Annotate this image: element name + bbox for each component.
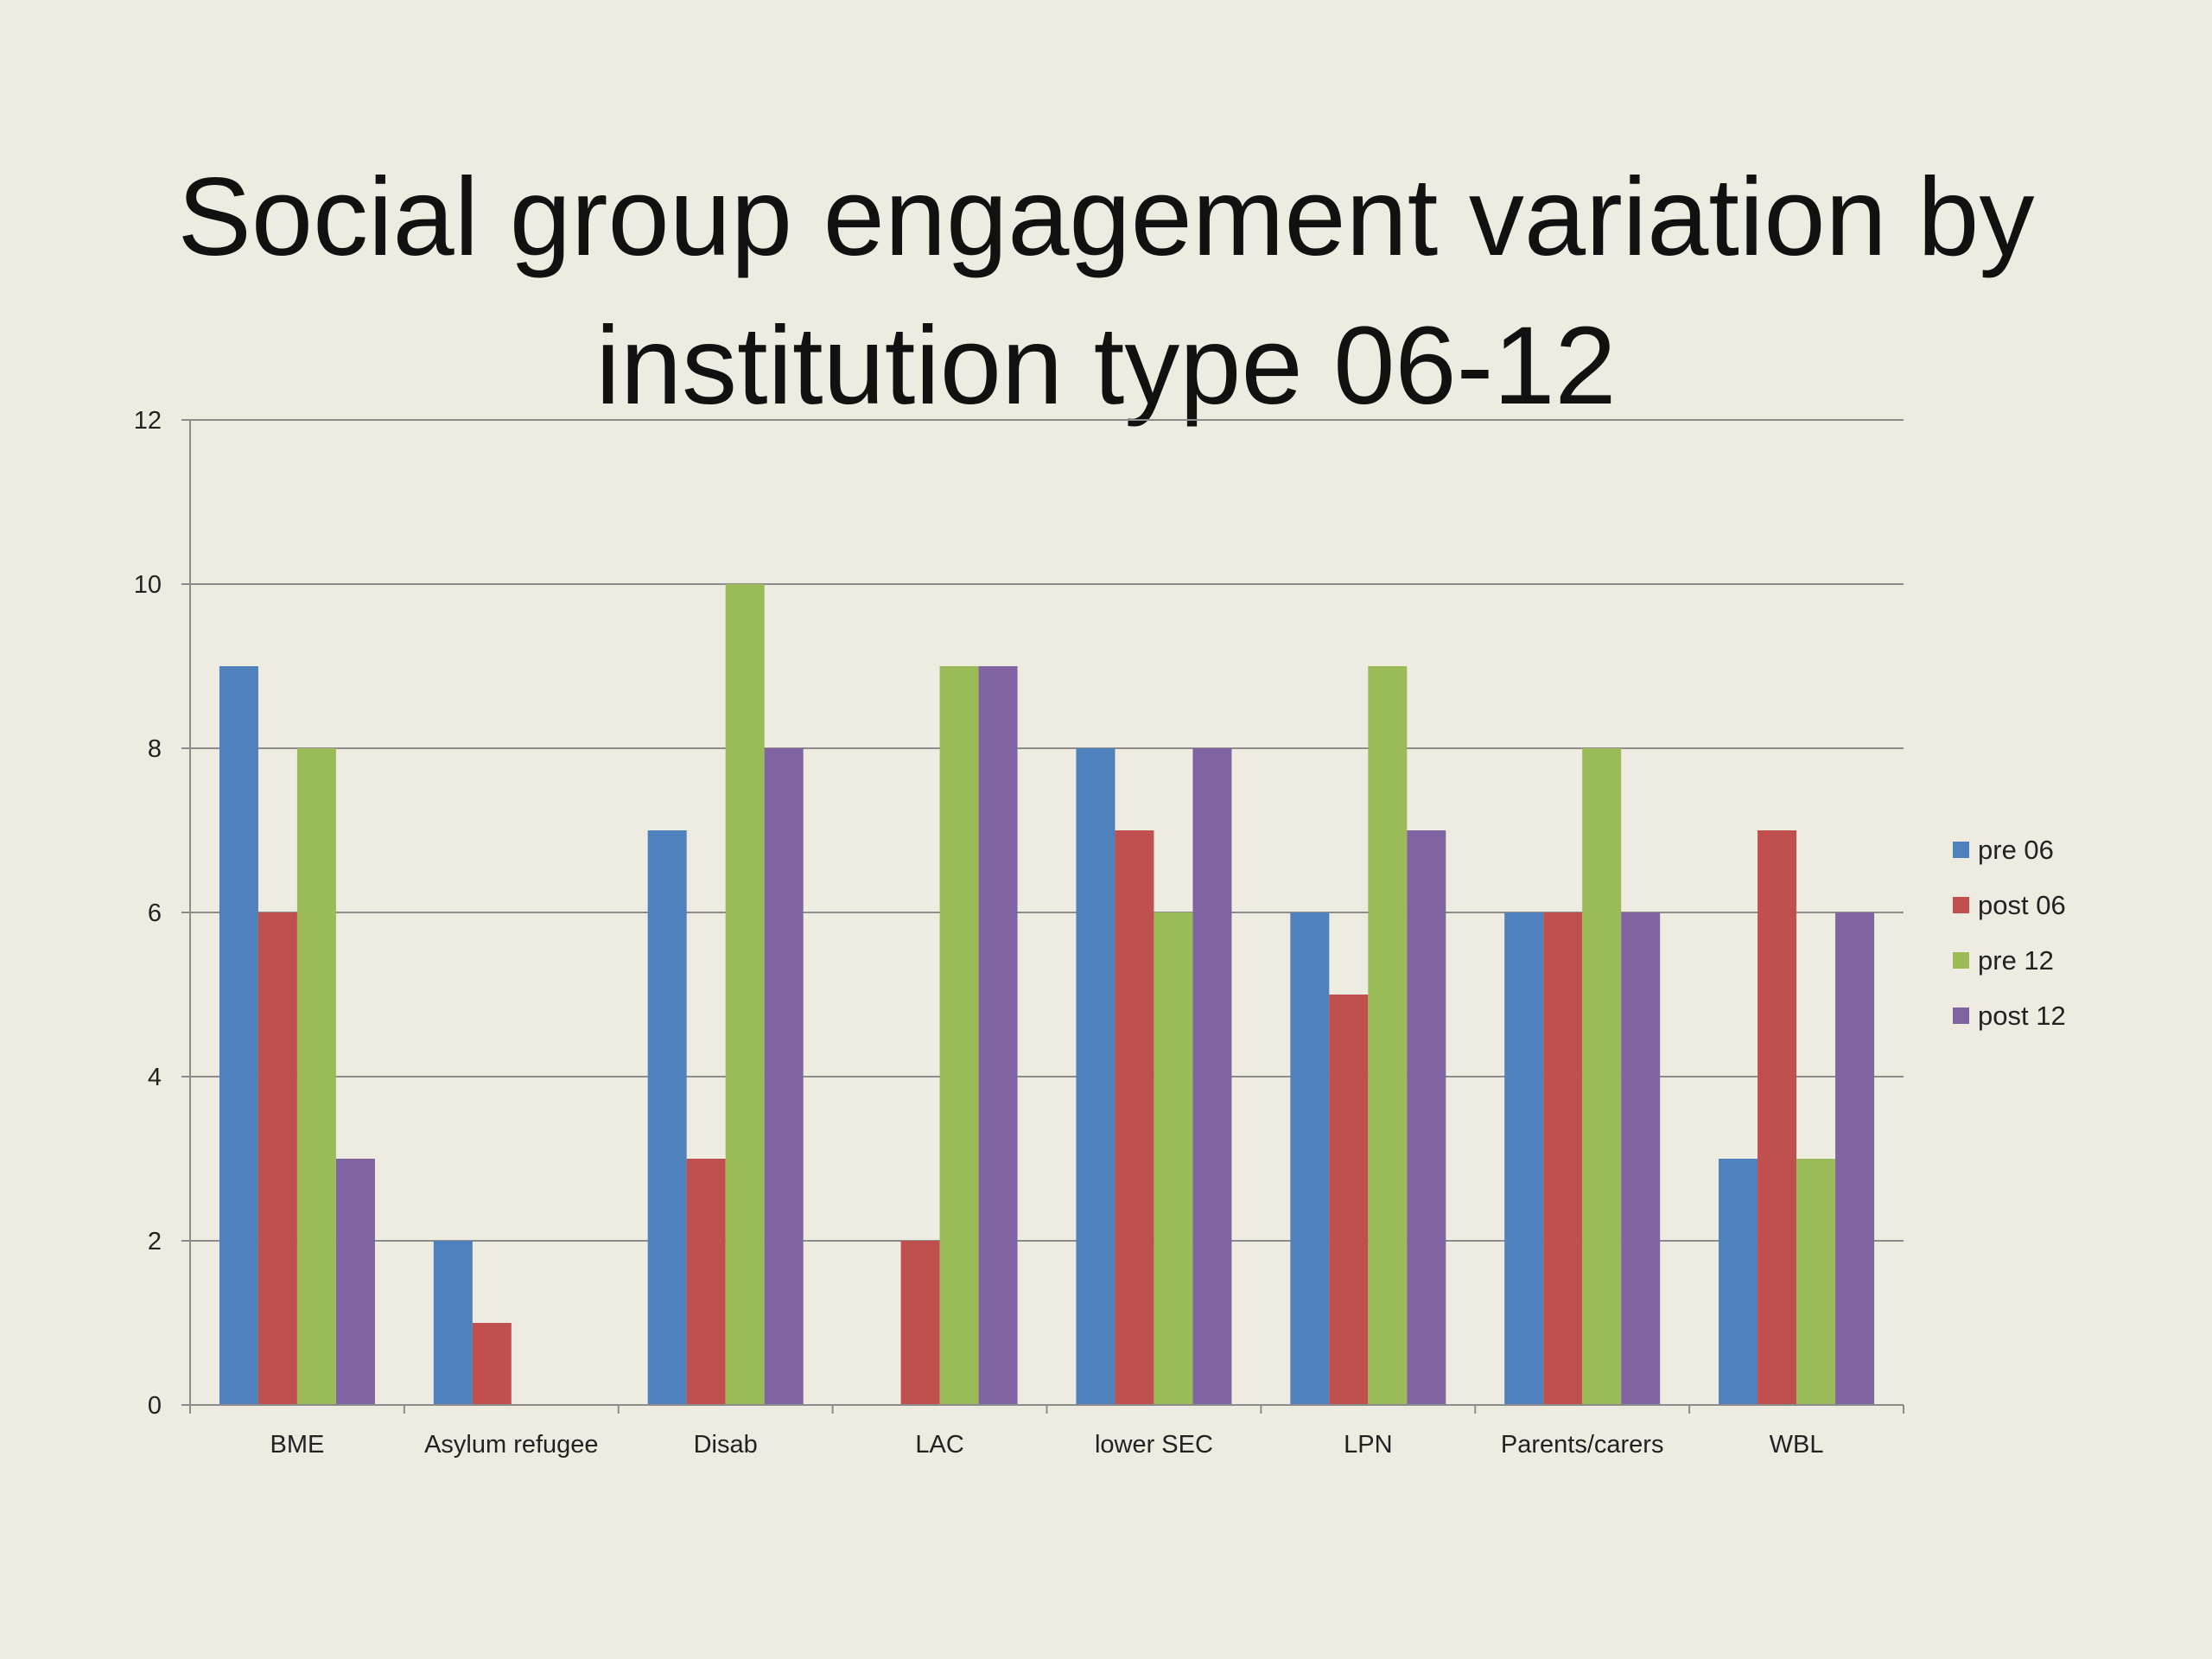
bar xyxy=(1796,1159,1836,1405)
legend-label: pre 06 xyxy=(1978,835,2054,865)
bar xyxy=(1115,830,1154,1405)
bar xyxy=(1621,912,1661,1405)
y-tick-label: 0 xyxy=(148,1392,162,1420)
axes: 0 2 4 6 8 10 12 BME Asylum refugee Disab LAC lower … xyxy=(134,407,1904,1459)
legend-swatch xyxy=(1953,842,1969,858)
bar xyxy=(1290,912,1330,1405)
y-tick-label: 4 xyxy=(148,1064,162,1091)
y-tick-label: 6 xyxy=(148,899,162,927)
bar xyxy=(1154,912,1193,1405)
legend-swatch xyxy=(1953,952,1969,969)
legend-label: post 06 xyxy=(1978,890,2066,920)
legend: pre 06 post 06 pre 12 post 12 xyxy=(1953,835,2066,1031)
bar xyxy=(764,748,804,1405)
bar xyxy=(433,1241,473,1405)
legend-swatch xyxy=(1953,897,1969,913)
y-tick-label: 10 xyxy=(134,571,162,599)
legend-swatch xyxy=(1953,1007,1969,1024)
bar xyxy=(1329,995,1369,1405)
x-tick-label: BME xyxy=(270,1431,325,1459)
bars xyxy=(219,584,1875,1405)
slide-title-line-1: Social group engagement variation by xyxy=(177,155,2035,279)
bar xyxy=(219,666,258,1405)
bar xyxy=(1192,748,1232,1405)
bar xyxy=(1835,912,1875,1405)
y-tick-label: 12 xyxy=(134,407,162,435)
bar xyxy=(1582,748,1622,1405)
bar xyxy=(686,1159,726,1405)
bar xyxy=(900,1241,940,1405)
x-tick-label: Asylum refugee xyxy=(424,1431,599,1459)
bar xyxy=(978,666,1018,1405)
bar xyxy=(1407,830,1446,1405)
bar xyxy=(1368,666,1408,1405)
bar xyxy=(1758,830,1797,1405)
bar xyxy=(1719,1159,1758,1405)
bar xyxy=(725,584,765,1405)
legend-label: pre 12 xyxy=(1978,945,2054,976)
x-tick-label: WBL xyxy=(1770,1431,1824,1459)
y-tick-label: 8 xyxy=(148,735,162,763)
bar xyxy=(1076,748,1116,1405)
x-tick-label: Disab xyxy=(694,1431,758,1459)
bar xyxy=(335,1159,375,1405)
bar xyxy=(472,1323,512,1405)
slide-title-line-2: institution type 06-12 xyxy=(595,303,1617,428)
bar xyxy=(296,748,336,1405)
x-tick-label: Parents/carers xyxy=(1501,1431,1664,1459)
x-tick-label: lower SEC xyxy=(1095,1431,1213,1459)
x-tick-label: LPN xyxy=(1344,1431,1392,1459)
y-tick-label: 2 xyxy=(148,1228,162,1255)
slide-title: Social group engagement variation by ins… xyxy=(0,143,2212,441)
x-tick-label: LAC xyxy=(915,1431,963,1459)
bar xyxy=(257,912,297,1405)
legend-label: post 12 xyxy=(1978,1001,2066,1031)
bar xyxy=(1504,912,1544,1405)
bar xyxy=(939,666,979,1405)
bar xyxy=(1543,912,1583,1405)
bar xyxy=(647,830,687,1405)
